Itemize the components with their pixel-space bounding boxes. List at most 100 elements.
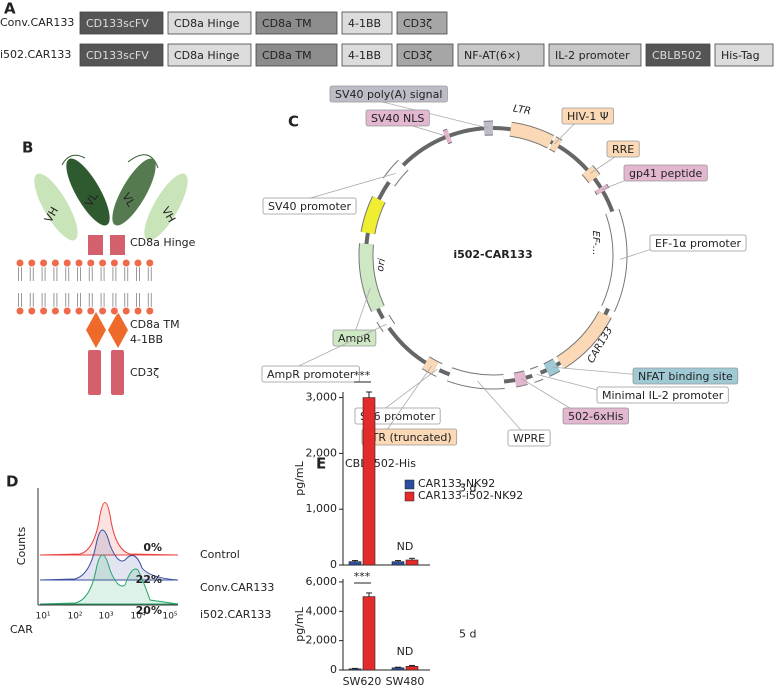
feature-label: SP6 promoter — [360, 410, 436, 423]
bar — [391, 667, 405, 671]
feature-label: 502-6xHis — [568, 410, 624, 423]
annotation: *** — [354, 570, 371, 583]
feature-arc — [530, 366, 544, 382]
feature-arc — [377, 315, 395, 332]
y-tick-label: 6,000 — [306, 575, 338, 588]
lipid-head — [121, 258, 131, 268]
annotation: *** — [354, 369, 371, 382]
bar — [391, 561, 405, 566]
segment-label: CD8a TM — [262, 17, 312, 30]
bar — [405, 666, 419, 671]
lipid-head — [39, 306, 49, 316]
inner-label: EF-... — [590, 231, 601, 256]
lipid-head — [109, 306, 119, 316]
x-tick-label: SW480 — [386, 675, 425, 685]
cd3z — [88, 350, 101, 395]
legend-label: CAR133-NK92 — [418, 477, 495, 490]
domain — [34, 173, 78, 241]
hinge — [88, 235, 103, 255]
feature-arc — [556, 311, 611, 369]
segment — [255, 43, 338, 67]
segment — [79, 11, 164, 35]
lipid-head — [15, 306, 25, 316]
x-tick-label: 10⁵ — [162, 612, 177, 622]
percent-label: 0% — [143, 541, 162, 554]
segment-label: NF-AT(6×) — [464, 49, 520, 62]
feature-box — [649, 234, 747, 252]
y-tick-label: 3,000 — [306, 391, 338, 404]
feature-arc — [359, 243, 384, 312]
legend-label: CAR133-i502-NK92 — [418, 489, 523, 502]
segment-label: CD133scFV — [86, 17, 149, 30]
feature-box — [561, 107, 614, 125]
feature-box — [361, 428, 458, 446]
feature-box — [262, 197, 357, 215]
feature-box — [354, 407, 441, 425]
hinge — [110, 235, 125, 255]
lipid-head — [98, 258, 108, 268]
feature-label: WPRE — [513, 432, 545, 445]
bar — [405, 559, 419, 566]
lipid-head — [74, 258, 84, 268]
y-tick-label: 1,000 — [306, 502, 338, 515]
domain-label: CD8a TM — [130, 318, 180, 331]
y-tick-label: 4,000 — [306, 604, 338, 617]
domain-label: CD3ζ — [130, 366, 159, 379]
panel-label: D — [6, 473, 18, 491]
feature-label: AmpR promoter — [267, 368, 355, 381]
x-tick-label: SW620 — [343, 675, 382, 685]
plasmid-name: i502-CAR133 — [453, 248, 532, 261]
lipid-head — [98, 306, 108, 316]
feature-arc — [543, 359, 560, 376]
sample-label: Control — [200, 548, 240, 561]
segment-label: CD3ζ — [403, 17, 432, 30]
feature-box — [329, 85, 448, 103]
segment-label: CD133scFV — [86, 49, 149, 62]
lipid-head — [27, 258, 37, 268]
feature-box — [606, 140, 640, 158]
percent-label: 22% — [136, 573, 162, 586]
lipid-head — [50, 258, 60, 268]
feature-box — [632, 367, 739, 385]
segment-label: IL-2 promoter — [555, 49, 630, 62]
feature-arc — [582, 165, 600, 183]
axis-title: Counts — [15, 527, 28, 566]
bar — [348, 668, 362, 671]
feature-label: LTR (truncated) — [367, 431, 452, 444]
duration-label: 3 d — [459, 482, 476, 495]
segment — [167, 43, 252, 67]
segment-label: 4-1BB — [348, 17, 381, 30]
histogram-curve — [39, 502, 179, 556]
lipid-head — [15, 258, 25, 268]
lipid-head — [133, 258, 143, 268]
segment-label: CD3ζ — [403, 49, 432, 62]
tm — [86, 312, 106, 348]
row-label: Conv.CAR133 — [0, 16, 74, 29]
feature-box — [623, 164, 708, 182]
segment — [79, 43, 164, 67]
feature-label: RRE — [612, 143, 634, 156]
feature-arc — [447, 368, 505, 389]
feature-arc — [509, 122, 554, 148]
subtitle: CBLB502-His — [345, 457, 416, 470]
domain — [112, 158, 156, 226]
percent-label: 20% — [136, 604, 162, 617]
legend-swatch — [404, 491, 415, 502]
linker — [61, 154, 86, 166]
y-tick-label: 2,000 — [306, 634, 338, 647]
feature-arc — [361, 196, 385, 235]
histogram-curve — [39, 529, 179, 581]
lipid-head — [39, 258, 49, 268]
membrane — [15, 258, 155, 316]
segment-label: His-Tag — [721, 49, 760, 62]
feature-label: SV40 promoter — [268, 200, 352, 213]
x-tick-label: 10⁴ — [130, 612, 145, 622]
segment-label: 4-1BB — [348, 49, 381, 62]
feature-arc — [422, 357, 439, 374]
y-tick-label: 0 — [330, 663, 337, 676]
domain-label: CD8a Hinge — [130, 236, 196, 249]
feature-label: HIV-1 Ψ — [567, 110, 609, 123]
lipid-head — [145, 306, 155, 316]
bar — [362, 596, 376, 671]
feature-box — [596, 386, 729, 404]
